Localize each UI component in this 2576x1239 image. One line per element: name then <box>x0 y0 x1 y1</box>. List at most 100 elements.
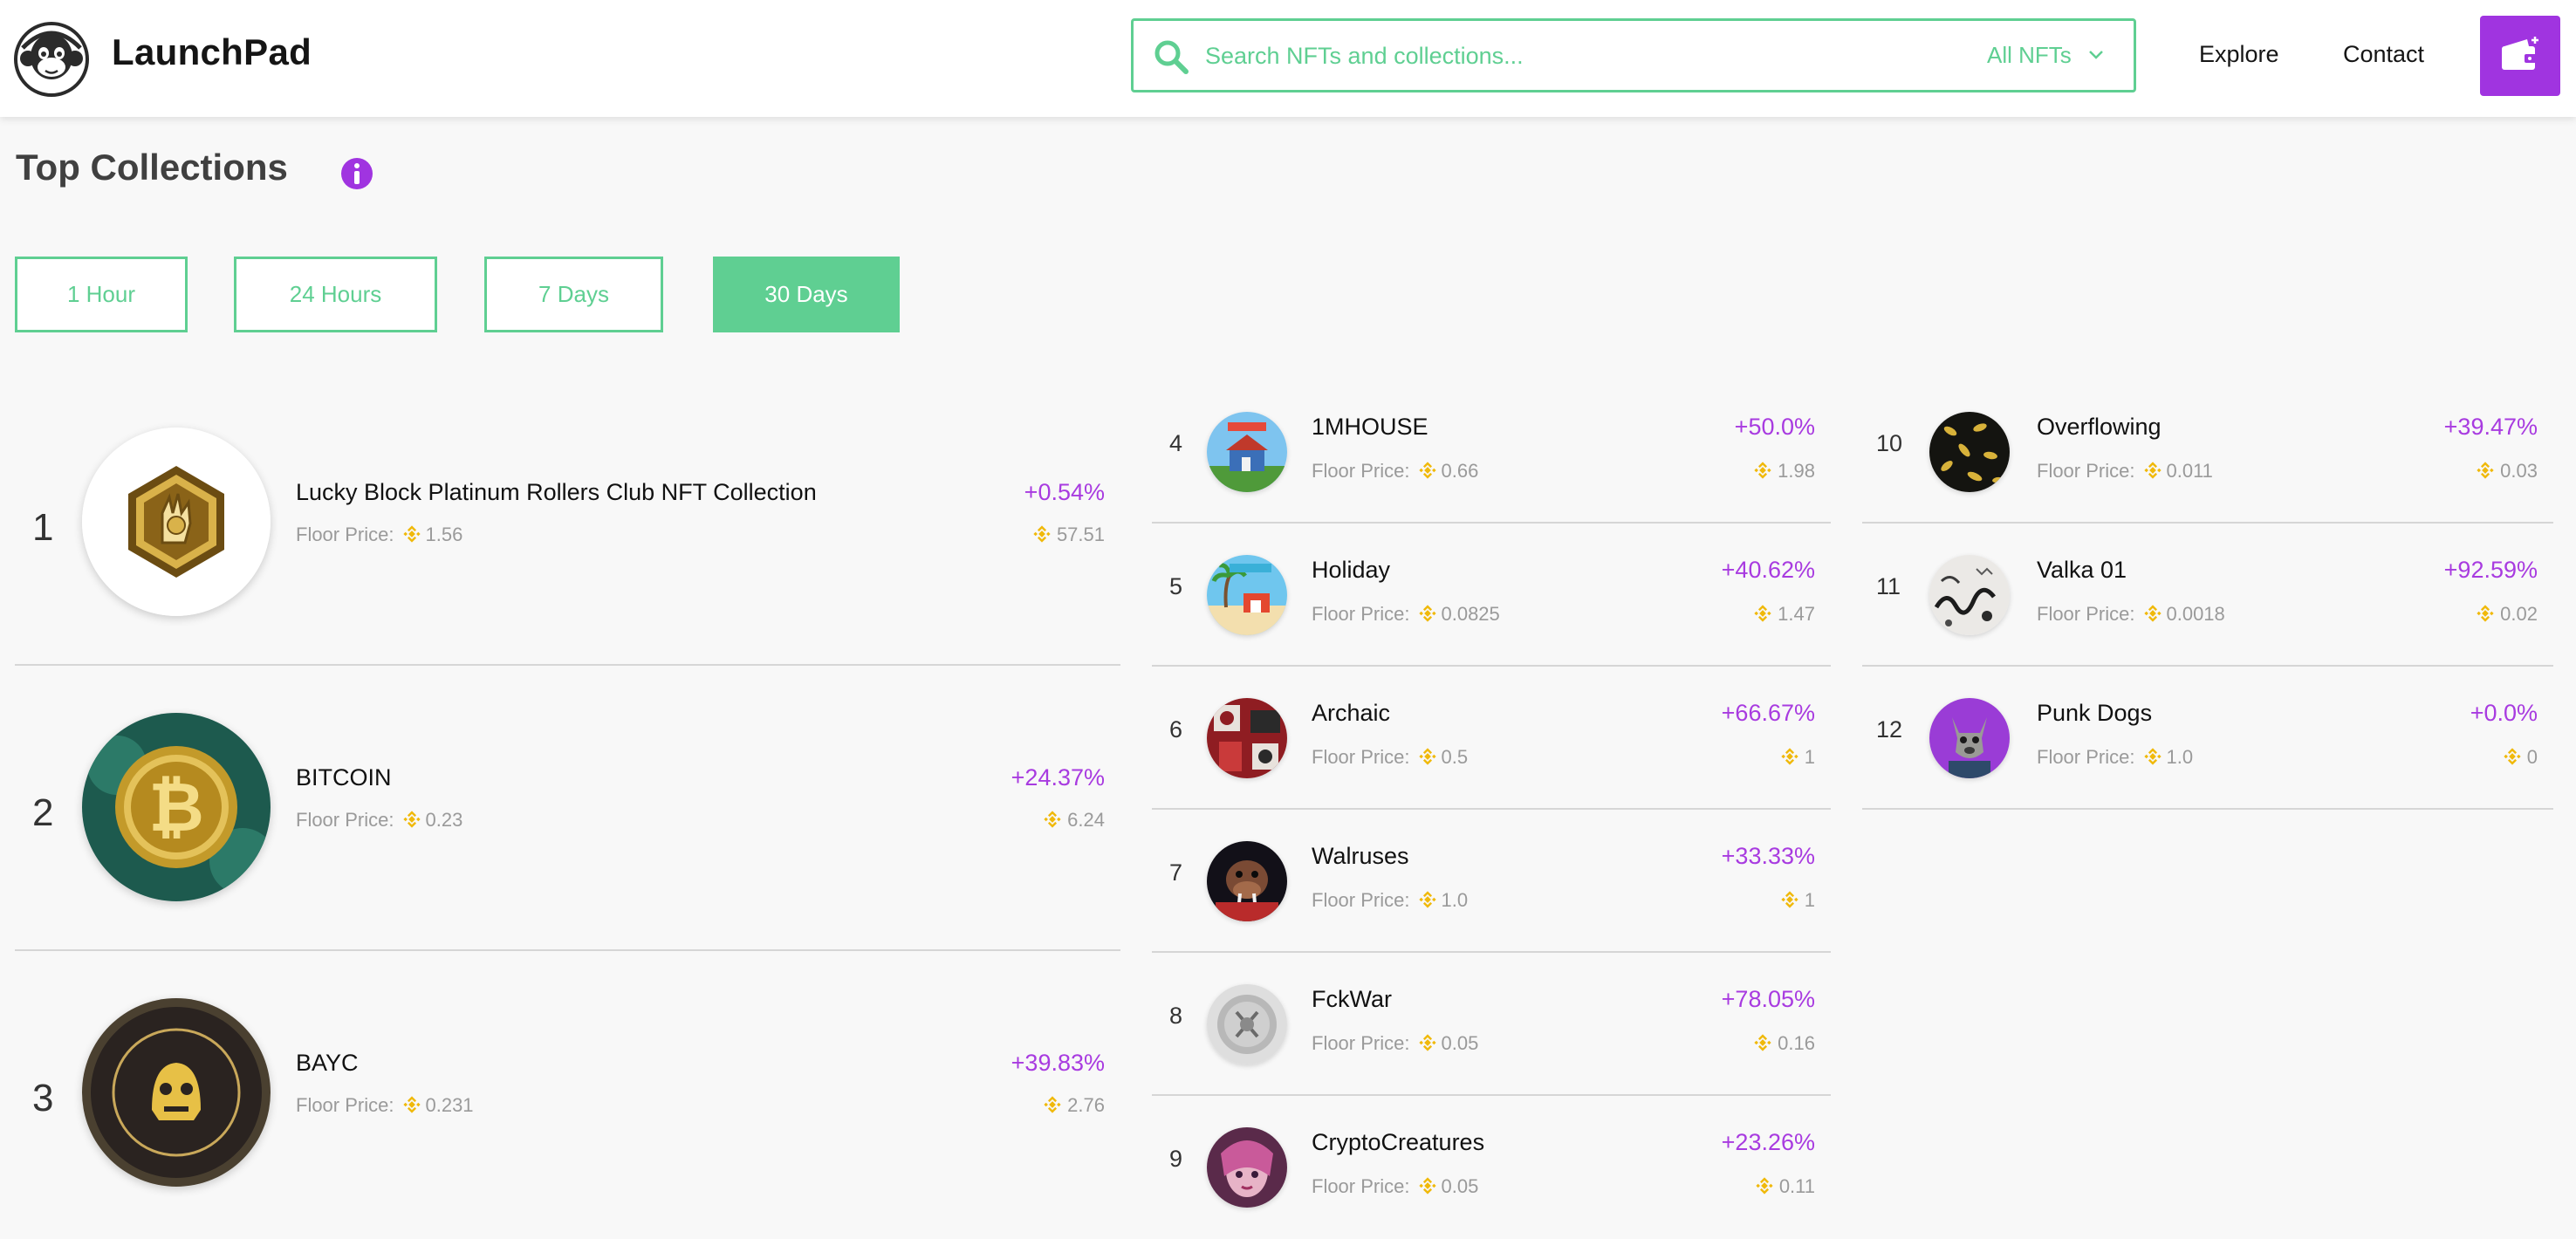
price-change: +40.62% <box>1721 557 1815 583</box>
floor-price-label: Floor Price: <box>2037 603 2135 625</box>
collection-avatar[interactable]: ₿ <box>82 713 271 901</box>
collection-rank: 2 <box>32 791 54 834</box>
bnb-icon <box>1753 461 1772 480</box>
collection-name[interactable]: BAYC <box>296 1050 359 1076</box>
collection-name[interactable]: FckWar <box>1312 986 1392 1012</box>
floor-price-label: Floor Price: <box>296 1094 394 1116</box>
floor-price-value: 0.0825 <box>1441 603 1500 625</box>
search-bar: All NFTs <box>1131 18 2136 92</box>
floor-price-value: 0.05 <box>1441 1032 1479 1054</box>
bnb-icon <box>1418 1033 1437 1052</box>
collection-name[interactable]: BITCOIN <box>296 764 392 791</box>
floor-price: Floor Price: 0.0018 <box>2037 603 2225 626</box>
chevron-down-icon <box>2089 51 2103 59</box>
collection-rank: 8 <box>1169 1003 1183 1029</box>
tab-30-days[interactable]: 30 Days <box>713 257 900 332</box>
collection-row[interactable]: 8 FckWar Floor Price: 0.05 +78.05% 0.16 <box>1152 953 1831 1096</box>
collection-name[interactable]: CryptoCreatures <box>1312 1129 1485 1155</box>
price-change: +23.26% <box>1721 1129 1815 1155</box>
collection-avatar[interactable] <box>1207 555 1287 635</box>
floor-price-label: Floor Price: <box>2037 460 2135 482</box>
bnb-icon <box>2503 747 2522 766</box>
collection-row[interactable]: 7 Walruses Floor Price: 1.0 +33.33% 1 <box>1152 810 1831 953</box>
volume: 1.47 <box>1753 603 1815 626</box>
bnb-icon <box>1418 747 1437 766</box>
collection-row[interactable]: 5 Holiday Floor Price: 0.0825 +40.62% 1.4… <box>1152 524 1831 667</box>
monkey-logo-icon[interactable] <box>14 22 89 97</box>
floor-price: Floor Price: 0.05 <box>1312 1032 1478 1055</box>
collection-avatar[interactable] <box>1207 698 1287 778</box>
collection-row[interactable]: 11 Valka 01 Floor Price: 0.0018 +92.59% 0… <box>1862 524 2553 667</box>
floor-price-label: Floor Price: <box>1312 1175 1410 1197</box>
volume: 1 <box>1780 746 1815 769</box>
brand-name[interactable]: LaunchPad <box>112 31 312 72</box>
collection-row[interactable]: 4 1MHOUSE Floor Price: 0.66 +50.0% 1.98 <box>1152 380 1831 524</box>
collection-row[interactable]: 12 Punk Dogs Floor Price: 1.0 +0.0% 0 <box>1862 667 2553 810</box>
floor-price: Floor Price: 1.0 <box>2037 746 2193 769</box>
collection-name[interactable]: Overflowing <box>2037 414 2162 440</box>
floor-price-label: Floor Price: <box>1312 460 1410 482</box>
collection-rank: 10 <box>1876 430 1903 456</box>
volume-value: 0.03 <box>2500 460 2538 482</box>
collection-name[interactable]: Lucky Block Platinum Rollers Club NFT Co… <box>296 479 817 505</box>
floor-price-label: Floor Price: <box>1312 1032 1410 1054</box>
svg-text:₿: ₿ <box>148 769 204 847</box>
collection-rank: 9 <box>1169 1146 1183 1172</box>
floor-price-value: 0.0018 <box>2166 603 2225 625</box>
floor-price-value: 0.231 <box>425 1094 474 1116</box>
volume: 1.98 <box>1753 460 1815 483</box>
connect-wallet-button[interactable] <box>2480 16 2560 96</box>
bnb-icon <box>1418 461 1437 480</box>
collection-row[interactable]: 10 Overflowing Floor Price: 0.011 +39.47%… <box>1862 380 2553 524</box>
collection-name[interactable]: 1MHOUSE <box>1312 414 1428 440</box>
collection-name[interactable]: Valka 01 <box>2037 557 2127 583</box>
collection-name[interactable]: Holiday <box>1312 557 1391 583</box>
volume: 0.03 <box>2476 460 2538 483</box>
tab-7-days[interactable]: 7 Days <box>484 257 663 332</box>
tab-1-hour[interactable]: 1 Hour <box>15 257 188 332</box>
tab-24-hours[interactable]: 24 Hours <box>234 257 437 332</box>
price-change: +0.0% <box>2470 700 2538 726</box>
floor-price: Floor Price: 0.05 <box>1312 1175 1478 1198</box>
collection-row[interactable]: 6 Archaic Floor Price: 0.5 +66.67% 1 <box>1152 667 1831 810</box>
floor-price-value: 1.0 <box>2166 746 2194 768</box>
collection-avatar[interactable] <box>1207 841 1287 921</box>
volume-value: 0.11 <box>1778 1175 1815 1197</box>
collection-avatar[interactable] <box>1929 412 2010 492</box>
collection-row[interactable]: 2 ₿ BITCOIN Floor Price: 0.23 +24.37% 6.2… <box>15 666 1120 951</box>
collection-avatar[interactable] <box>82 998 271 1187</box>
volume-value: 1.98 <box>1778 460 1815 482</box>
nav-contact-link[interactable]: Contact <box>2343 41 2425 67</box>
volume-value: 6.24 <box>1067 809 1105 831</box>
collection-name[interactable]: Punk Dogs <box>2037 700 2153 726</box>
bnb-icon <box>1780 747 1799 766</box>
floor-price: Floor Price: 0.23 <box>296 809 462 832</box>
nft-filter-dropdown[interactable]: All NFTs <box>1987 42 2104 69</box>
collection-avatar[interactable] <box>1929 698 2010 778</box>
collection-avatar[interactable] <box>1207 412 1287 492</box>
collection-row[interactable]: 3 BAYC Floor Price: 0.231 +39.83% 2.76 <box>15 951 1120 1236</box>
bnb-icon <box>402 524 421 544</box>
volume: 0.16 <box>1753 1032 1815 1055</box>
nav-explore-link[interactable]: Explore <box>2199 41 2279 67</box>
bnb-icon <box>2143 604 2162 623</box>
collection-name[interactable]: Archaic <box>1312 700 1391 726</box>
price-change: +50.0% <box>1734 414 1815 440</box>
collection-avatar[interactable] <box>1207 984 1287 1064</box>
search-input[interactable] <box>1205 33 1886 79</box>
collection-avatar[interactable] <box>1929 555 2010 635</box>
floor-price-label: Floor Price: <box>1312 889 1410 911</box>
collection-avatar[interactable] <box>82 428 271 616</box>
bnb-icon <box>1418 604 1437 623</box>
info-icon[interactable] <box>340 157 373 190</box>
bnb-icon <box>1780 890 1799 909</box>
collection-row[interactable]: 9 CryptoCreatures Floor Price: 0.05 +23.2… <box>1152 1096 1831 1239</box>
collection-name[interactable]: Walruses <box>1312 843 1409 869</box>
floor-price: Floor Price: 0.231 <box>296 1094 474 1117</box>
floor-price: Floor Price: 1.0 <box>1312 889 1468 912</box>
collection-avatar[interactable] <box>1207 1127 1287 1208</box>
bnb-icon <box>1418 890 1437 909</box>
volume-value: 0.16 <box>1778 1032 1815 1054</box>
collection-row[interactable]: 1 Lucky Block Platinum Rollers Club NFT … <box>15 380 1120 666</box>
collection-rank: 1 <box>32 506 54 549</box>
